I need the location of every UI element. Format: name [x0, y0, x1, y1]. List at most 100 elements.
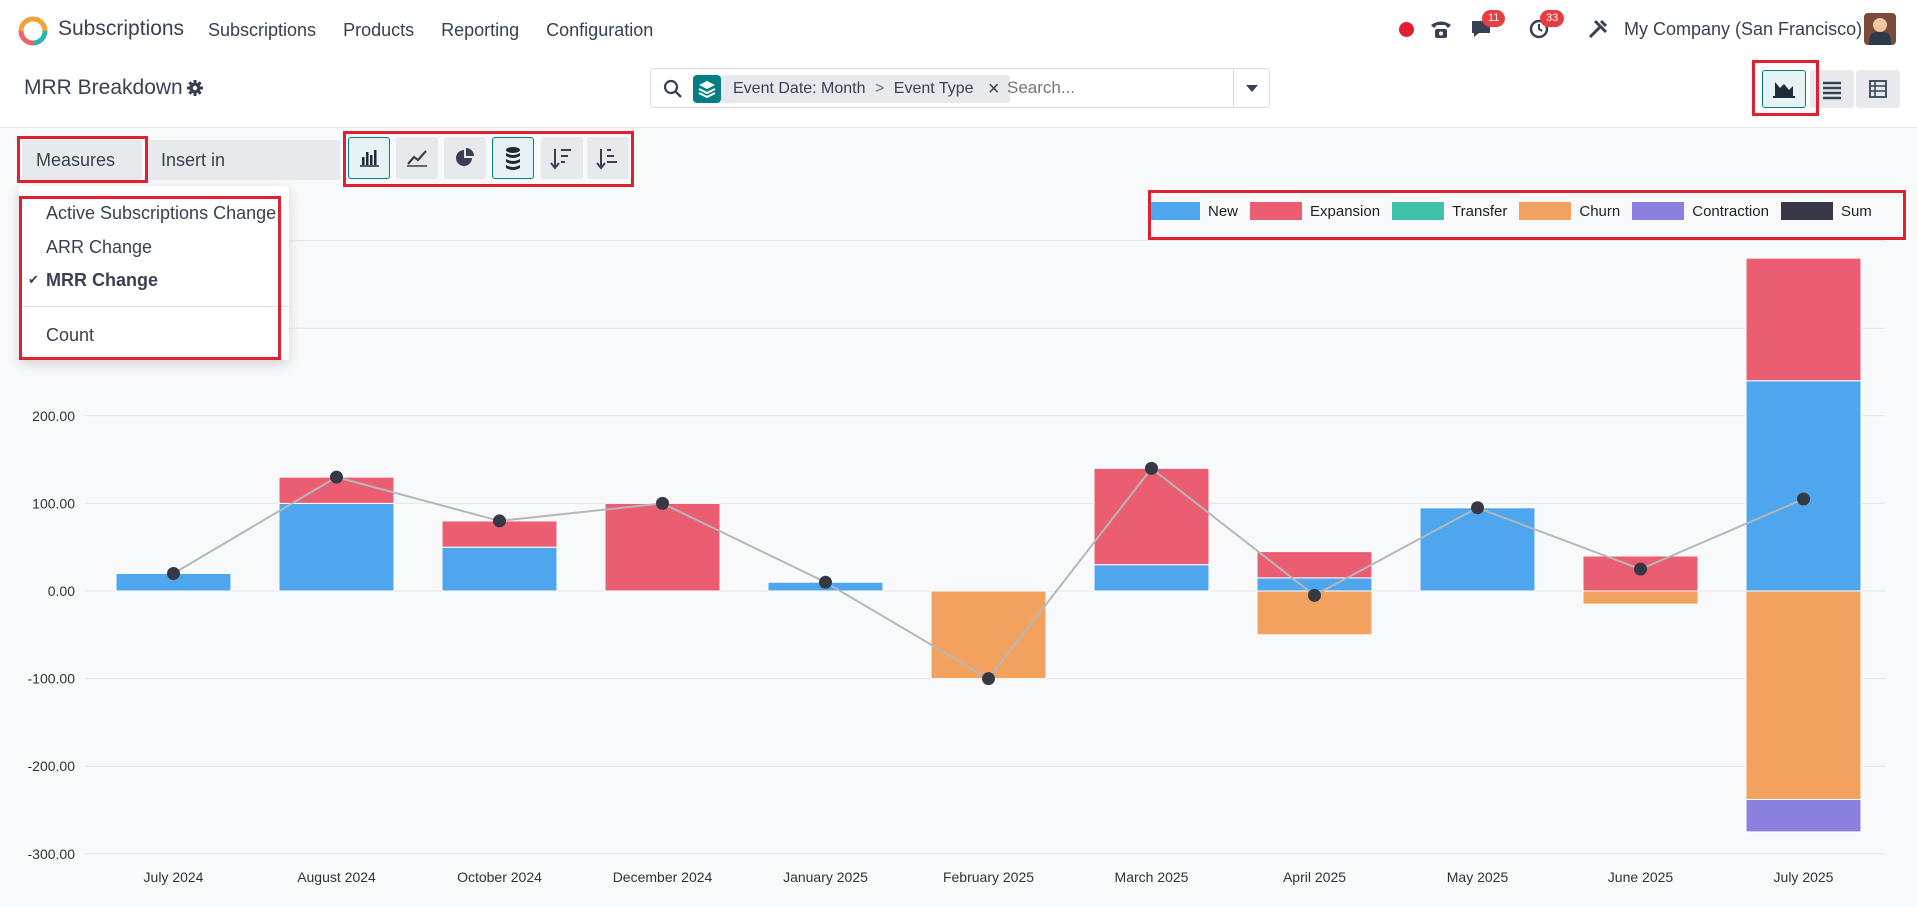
- bar-expansion: [1745, 257, 1862, 382]
- list-view-button[interactable]: [1810, 70, 1854, 108]
- app-logo-icon[interactable]: [18, 16, 48, 46]
- legend-label: Sum: [1840, 202, 1872, 220]
- app-title[interactable]: Subscriptions: [58, 17, 185, 40]
- menu-products[interactable]: Products: [343, 20, 415, 40]
- legend-label: New: [1208, 202, 1239, 220]
- facet-value: Event Type: [893, 80, 974, 97]
- legend-label: Contraction: [1692, 202, 1769, 220]
- sort-ascending-button[interactable]: [587, 137, 629, 179]
- company-switcher[interactable]: My Company (San Francisco): [1624, 19, 1863, 39]
- main-menu: Subscriptions Products Reporting Configu…: [208, 20, 680, 41]
- menu-configuration[interactable]: Configuration: [546, 20, 654, 40]
- bar-chart-icon: [360, 150, 379, 167]
- bar-churn: [1256, 590, 1373, 636]
- tools-icon[interactable]: [1586, 14, 1610, 44]
- y-tick-label: 200.00: [32, 408, 75, 424]
- measure-mrr-change[interactable]: MRR Change: [46, 270, 158, 290]
- sum-point: [819, 575, 832, 589]
- groupby-facet: Event Date: Month > Event Type ×: [721, 75, 1010, 103]
- page-title: MRR Breakdown: [24, 76, 183, 99]
- sum-point: [493, 514, 506, 528]
- x-tick-label: July 2025: [1774, 869, 1834, 885]
- legend-item-expansion[interactable]: Expansion: [1250, 202, 1380, 220]
- table-icon: [1869, 80, 1887, 98]
- measure-arr-change[interactable]: ARR Change: [46, 237, 153, 257]
- legend-item-sum[interactable]: Sum: [1780, 202, 1872, 220]
- y-tick-label: 0.00: [48, 583, 75, 599]
- sum-point: [1797, 492, 1810, 506]
- legend-item-transfer[interactable]: Transfer: [1392, 202, 1507, 220]
- bar-new: [1419, 507, 1536, 592]
- sum-point: [1145, 461, 1158, 475]
- x-tick-label: January 2025: [783, 869, 868, 885]
- facet-group: Event Date: Month: [733, 80, 866, 97]
- menu-reporting[interactable]: Reporting: [441, 20, 520, 40]
- user-avatar[interactable]: [1864, 13, 1896, 45]
- legend-item-new[interactable]: New: [1148, 202, 1238, 220]
- search-options-toggle[interactable]: [1233, 69, 1269, 107]
- pivot-view-button[interactable]: [1856, 70, 1900, 108]
- layers-icon: [693, 75, 721, 103]
- sort-descending-button[interactable]: [541, 137, 583, 179]
- line-chart-button[interactable]: [396, 137, 438, 179]
- messages-badge: 11: [1482, 10, 1506, 27]
- search-icon[interactable]: [663, 79, 683, 99]
- phone-icon[interactable]: [1428, 14, 1454, 44]
- pie-chart-button[interactable]: [444, 137, 486, 179]
- x-tick-label: March 2025: [1115, 869, 1189, 885]
- top-navbar: Subscriptions Subscriptions Products Rep…: [0, 0, 1917, 58]
- gear-icon[interactable]: [186, 79, 204, 97]
- bar-chart-button[interactable]: [348, 137, 390, 179]
- y-tick-label: -200.00: [28, 758, 76, 774]
- legend-label: Expansion: [1310, 202, 1381, 220]
- stacked-button[interactable]: [492, 137, 534, 179]
- area-chart-icon: [1773, 82, 1795, 98]
- activity-clock-icon[interactable]: 33: [1526, 10, 1565, 44]
- remove-facet-icon[interactable]: ×: [987, 78, 1000, 100]
- bar-new: [441, 546, 558, 592]
- search-input[interactable]: [1007, 78, 1227, 98]
- sum-point: [1471, 501, 1484, 515]
- activities-badge: 33: [1540, 10, 1565, 27]
- sum-point: [1308, 588, 1321, 602]
- bar-churn: [1745, 590, 1862, 800]
- sum-point: [1634, 562, 1647, 576]
- bar-expansion: [1093, 467, 1210, 566]
- control-panel: MRR Breakdown Event Date: Month > Event …: [0, 58, 1917, 128]
- database-stack-icon: [506, 147, 520, 170]
- legend-swatch: [1632, 202, 1685, 220]
- bar-churn: [1582, 590, 1699, 605]
- x-tick-label: May 2025: [1447, 869, 1509, 885]
- bar-expansion: [604, 502, 721, 592]
- legend-swatch: [1519, 202, 1572, 220]
- pie-chart-icon: [456, 148, 474, 166]
- sum-point: [656, 496, 669, 510]
- search-bar: Event Date: Month > Event Type ×: [650, 68, 1270, 108]
- measure-count[interactable]: Count: [46, 325, 95, 345]
- chart-legend: New Expansion Transfer Churn Contraction…: [1148, 191, 1884, 231]
- legend-item-contraction[interactable]: Contraction: [1632, 202, 1769, 220]
- insert-spreadsheet-button[interactable]: Insert in Spreadsheet: [147, 140, 340, 210]
- messages-icon[interactable]: 11: [1468, 10, 1506, 44]
- dropdown-divider: [19, 306, 289, 307]
- measures-button[interactable]: Measures: [22, 140, 142, 205]
- list-icon: [1823, 81, 1841, 100]
- facet-separator: >: [874, 80, 885, 97]
- graph-view-button[interactable]: [1762, 70, 1806, 108]
- sum-point: [330, 470, 343, 484]
- x-tick-label: June 2025: [1608, 869, 1674, 885]
- legend-item-churn[interactable]: Churn: [1519, 202, 1620, 220]
- recording-icon[interactable]: [1396, 14, 1416, 44]
- legend-label: Transfer: [1452, 202, 1508, 220]
- x-tick-label: February 2025: [943, 869, 1034, 885]
- check-icon: ✔: [28, 272, 39, 287]
- y-tick-label: 100.00: [32, 495, 75, 511]
- measure-active-subscriptions-change[interactable]: Active Subscriptions Change: [46, 203, 277, 223]
- menu-subscriptions[interactable]: Subscriptions: [208, 20, 317, 40]
- x-tick-label: August 2024: [297, 869, 376, 885]
- legend-swatch: [1148, 202, 1200, 220]
- caret-down-icon: [1246, 85, 1258, 92]
- sort-desc-icon: [550, 149, 571, 170]
- bar-churn: [930, 590, 1047, 680]
- x-tick-label: April 2025: [1283, 869, 1346, 885]
